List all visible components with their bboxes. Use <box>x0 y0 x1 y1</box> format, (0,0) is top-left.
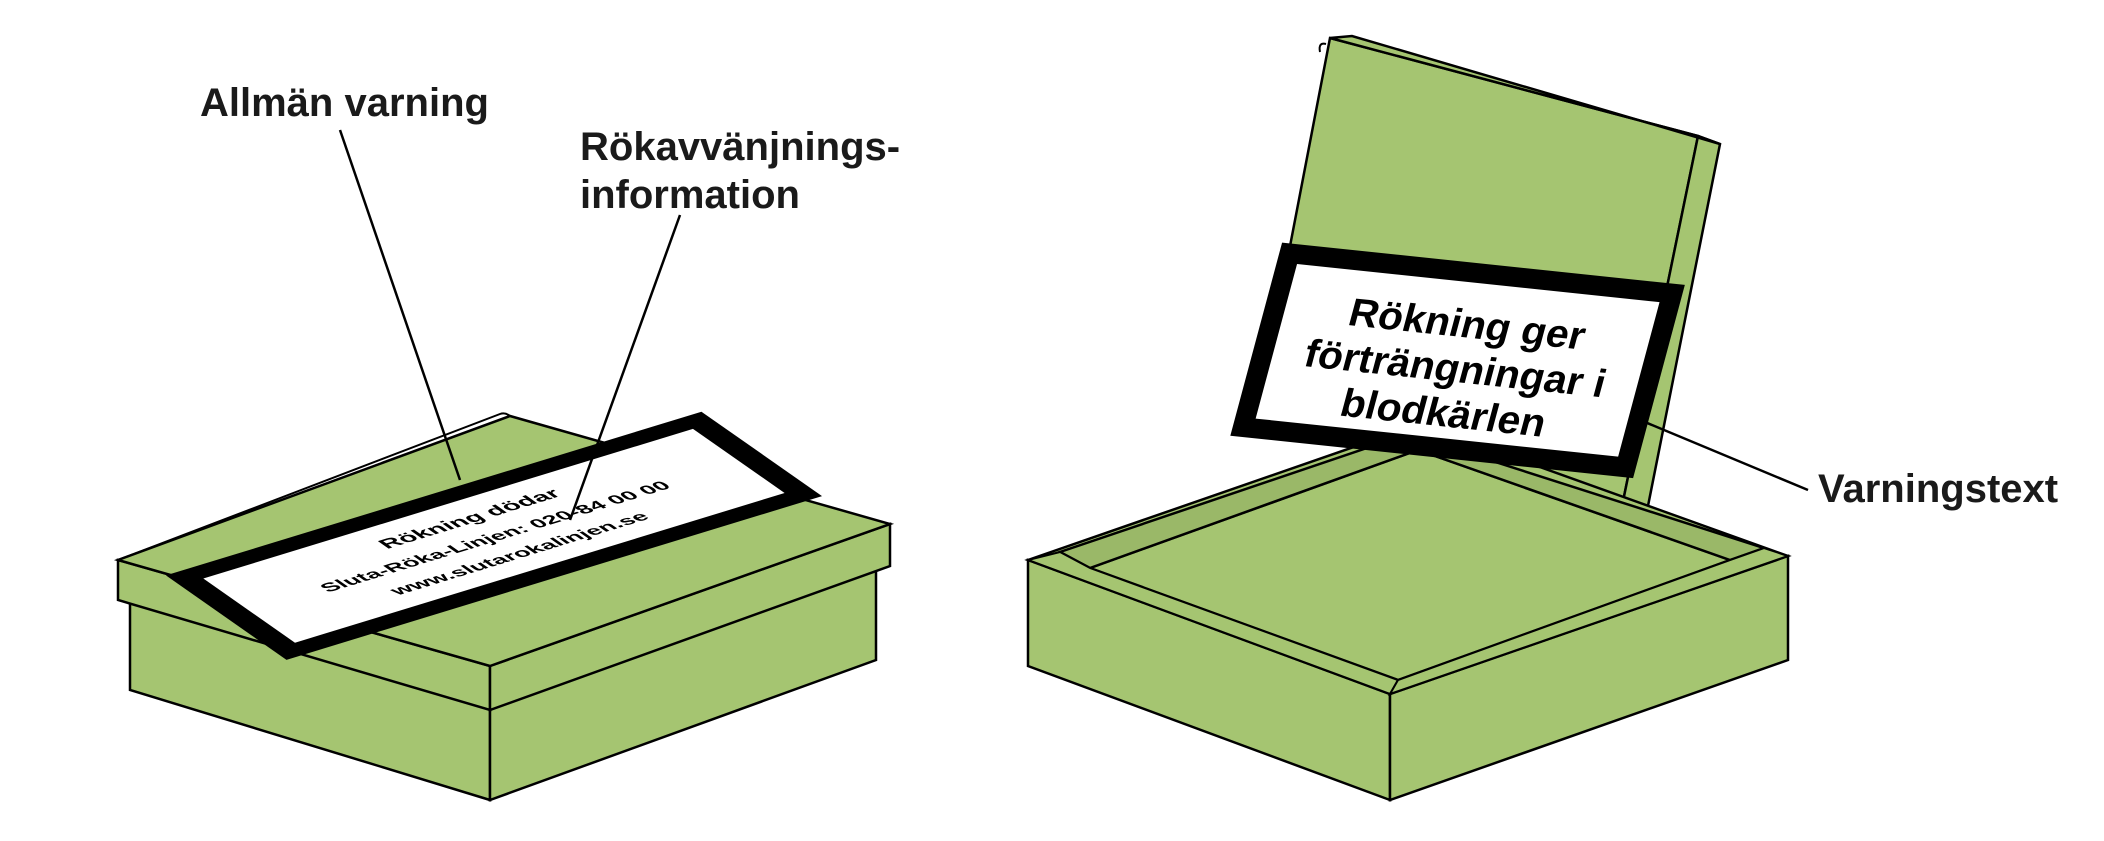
callout-warning-text: Varningstext <box>1818 467 2058 511</box>
callout-cessation-info-l1: Rökavvänjnings- <box>580 125 900 169</box>
open-box-label: Rökning ger förträngningar i blodkärlen <box>1230 243 1685 479</box>
closed-box: Rökning dödar Sluta-Röka-Linjen: 020-84 … <box>118 81 900 800</box>
leader-warning-text <box>1640 420 1808 490</box>
leader-general-warning <box>340 130 460 480</box>
open-box: Rökning ger förträngningar i blodkärlen … <box>1028 36 2058 800</box>
open-lid-corner <box>1320 44 1326 52</box>
callout-cessation-info-l2: information <box>580 173 800 217</box>
callout-general-warning: Allmän varning <box>200 81 489 125</box>
diagram-root: Rökning dödar Sluta-Röka-Linjen: 020-84 … <box>0 0 2104 841</box>
